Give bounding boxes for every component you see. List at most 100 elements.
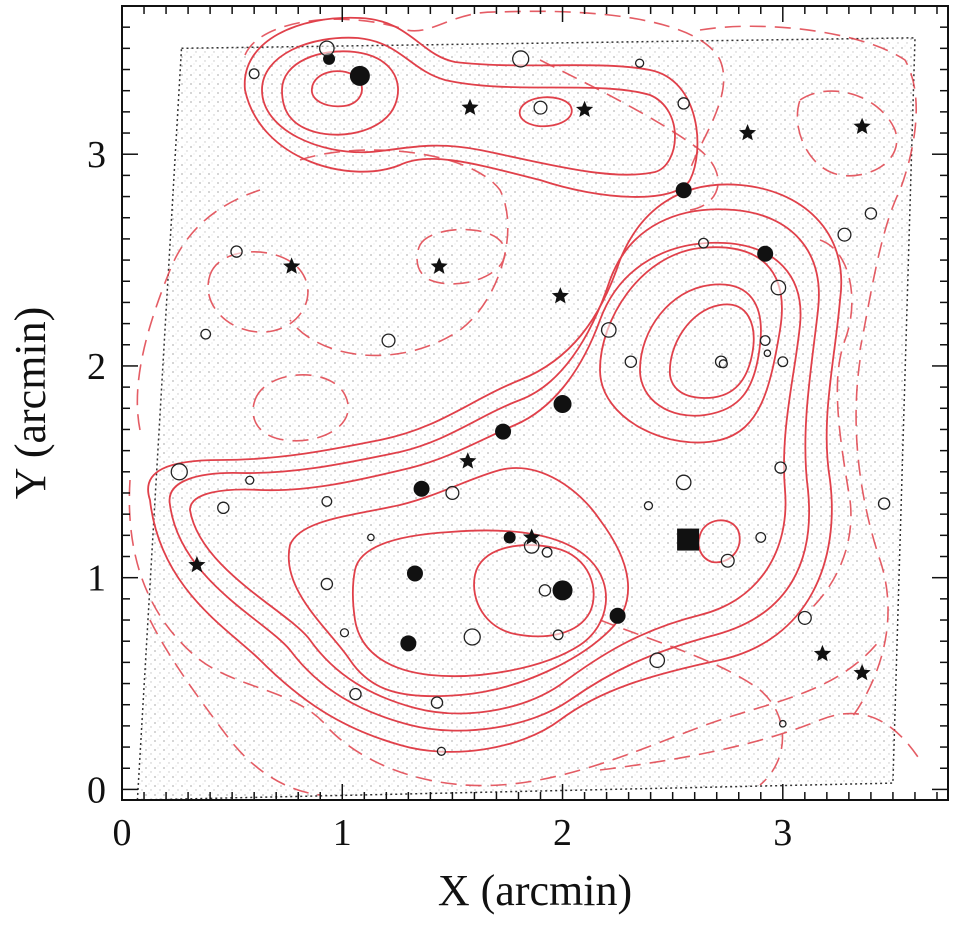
dashed-contour — [416, 228, 506, 285]
star-marker — [576, 100, 594, 117]
open-circle-marker — [763, 349, 772, 358]
filled-circle-marker — [553, 395, 572, 414]
solid-contour — [261, 36, 676, 176]
open-circle-marker — [248, 68, 260, 80]
open-circle-marker — [381, 333, 396, 348]
open-circle-marker — [463, 628, 481, 646]
open-circle-marker — [321, 496, 333, 507]
open-circle-marker — [643, 501, 654, 511]
dashed-contour — [849, 359, 889, 721]
open-circle-marker — [320, 577, 334, 591]
open-circle-marker — [698, 237, 709, 249]
open-circle-marker — [777, 356, 789, 368]
solid-contour — [168, 208, 820, 732]
solid-contour — [351, 529, 607, 678]
star-marker — [551, 287, 569, 304]
dashed-contour — [289, 149, 509, 357]
solid-contour — [697, 519, 741, 564]
open-circle-marker — [774, 461, 787, 474]
star-marker — [188, 556, 206, 573]
x-tick-label: 3 — [773, 812, 792, 854]
open-circle-marker — [770, 279, 787, 296]
open-circle-marker — [720, 553, 735, 568]
x-axis-title: X (arcmin) — [438, 866, 632, 915]
open-circle-marker — [759, 335, 771, 346]
filled-circle-marker — [413, 480, 430, 497]
solid-contour — [147, 183, 843, 753]
open-circle-marker — [677, 97, 690, 110]
axis-ticks — [121, 5, 948, 800]
open-circle-marker — [624, 355, 638, 368]
y-tick-label: 0 — [87, 769, 106, 811]
open-circle-marker — [755, 532, 767, 543]
open-circle-marker — [200, 328, 212, 340]
open-circle-marker — [797, 610, 812, 625]
open-circle-marker — [552, 629, 564, 641]
filled-circle-marker — [349, 65, 370, 86]
dashed-contour — [796, 90, 898, 177]
filled-circle-marker — [503, 531, 516, 544]
dashed-contour — [599, 712, 921, 771]
y-tick-label: 3 — [87, 134, 106, 176]
star-marker — [813, 644, 831, 662]
dashed-contour — [128, 479, 881, 787]
open-circle-marker — [600, 322, 617, 338]
dashed-contour — [809, 239, 853, 611]
dashed-contour — [699, 25, 917, 351]
open-circle-marker — [718, 359, 728, 369]
x-tick-label: 1 — [333, 812, 352, 854]
y-axis-title: Y (arcmin) — [6, 307, 55, 500]
open-circle-marker — [533, 100, 548, 115]
solid-contour — [189, 241, 802, 715]
filled-circle-marker — [757, 245, 774, 262]
solid-contour — [281, 50, 399, 136]
solid-contour — [669, 303, 755, 399]
open-circle-marker — [230, 245, 243, 258]
x-tick-label: 2 — [553, 812, 572, 854]
x-tick-label: 0 — [113, 812, 132, 854]
open-circle-marker — [675, 474, 692, 491]
filled-square-marker — [677, 528, 700, 551]
open-circle-marker — [367, 533, 375, 542]
dashed-contour — [149, 619, 321, 796]
y-tick-label: 1 — [87, 558, 106, 600]
open-circle-marker — [349, 687, 362, 701]
dashed-contour — [252, 374, 349, 442]
open-circle-marker — [538, 584, 552, 597]
filled-circle-marker — [400, 635, 417, 652]
open-circle-marker — [445, 485, 460, 501]
star-marker — [430, 257, 448, 274]
star-marker — [461, 98, 479, 115]
field-boundary — [136, 37, 916, 800]
star-marker — [853, 664, 871, 681]
open-circle-marker — [339, 628, 350, 638]
dashed-contour — [539, 59, 719, 211]
solid-contour — [599, 246, 783, 444]
y-tick-label: 2 — [87, 346, 106, 388]
solid-contour — [639, 283, 762, 417]
filled-circle-marker — [552, 580, 573, 601]
open-circle-marker — [778, 719, 787, 728]
open-circle-marker — [318, 40, 335, 57]
open-circle-marker — [541, 546, 553, 558]
filled-circle-marker — [495, 423, 512, 440]
star-marker — [283, 257, 301, 274]
open-circle-marker — [430, 696, 444, 709]
solid-contour — [287, 467, 630, 698]
open-circle-marker — [634, 58, 645, 68]
solid-contour — [243, 16, 699, 198]
open-circle-marker — [649, 652, 666, 669]
solid-contour — [473, 544, 595, 638]
open-circle-marker — [837, 227, 852, 242]
filled-circle-marker — [406, 565, 423, 582]
open-circle-marker — [512, 50, 530, 68]
filled-circle-marker — [675, 182, 692, 199]
star-marker — [523, 528, 541, 545]
star-marker — [853, 117, 871, 134]
open-circle-marker — [436, 746, 447, 756]
axis-tick-labels: 0 1 2 3 0 1 2 3 — [87, 134, 792, 854]
open-circle-marker — [170, 463, 188, 481]
open-circle-marker — [877, 497, 891, 510]
filled-circle-marker — [609, 607, 626, 624]
